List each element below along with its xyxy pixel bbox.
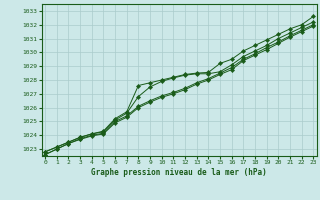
- X-axis label: Graphe pression niveau de la mer (hPa): Graphe pression niveau de la mer (hPa): [91, 168, 267, 177]
